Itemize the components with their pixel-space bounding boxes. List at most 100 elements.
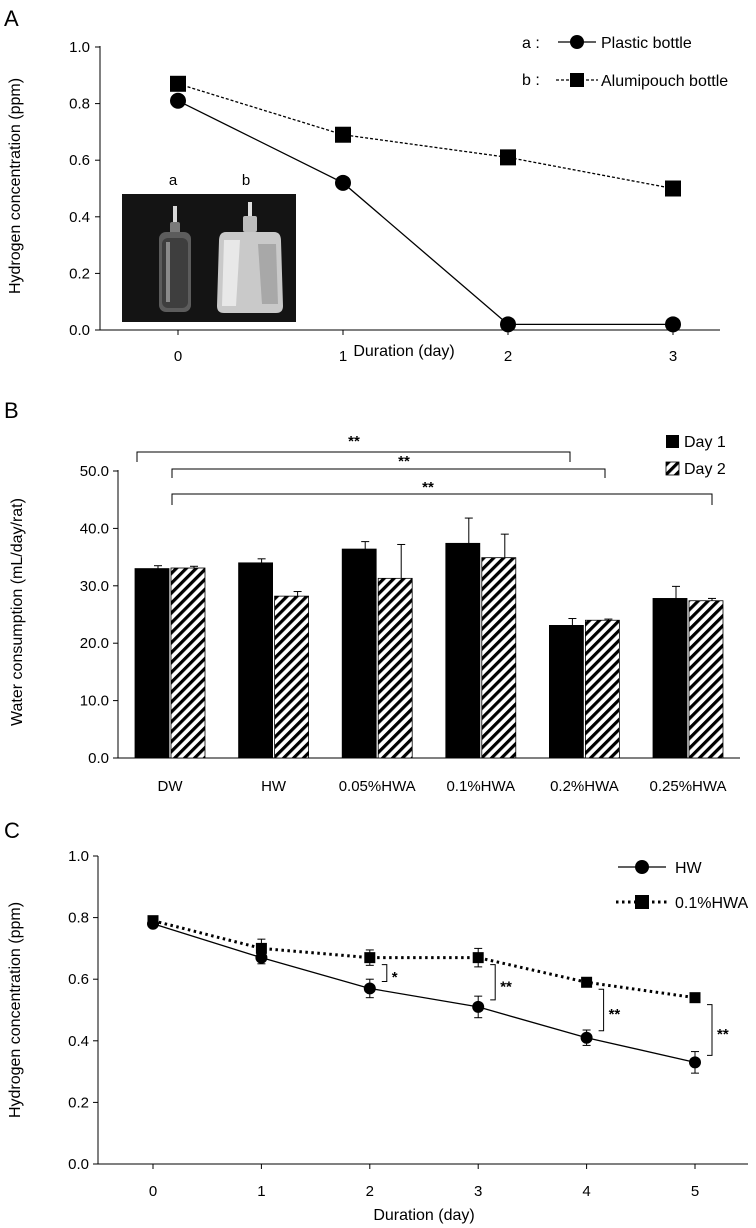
legend-label-hw: HW: [675, 860, 703, 877]
chart-c-ytick-label: 0.4: [68, 1033, 89, 1050]
chart-b-bar-day1: [445, 542, 481, 759]
panel-label-c: C: [4, 818, 20, 843]
chart-c-point-hwa: [581, 976, 593, 988]
chart-b-category-label: 0.2%HWA: [550, 778, 619, 795]
chart-a-point-plastic: [170, 92, 186, 109]
chart-a-point-plastic: [335, 174, 351, 191]
chart-a-series-line-alumipouch: [177, 83, 674, 190]
chart-b-bar-day2: [170, 567, 206, 759]
chart-c-ytick-label: 0.2: [68, 1094, 89, 1111]
legend-label-hwa: 0.1%HWA: [675, 895, 749, 912]
chart-a-point-alumipouch: [500, 149, 516, 166]
chart-c-sig-bracket: [490, 964, 496, 1001]
chart-c-series-line-hwa: [152, 919, 696, 1000]
chart-c-xtick-label: 3: [474, 1183, 482, 1200]
chart-c-ytick-label: 0.0: [68, 1156, 89, 1173]
chart-b-ytick-label: 10.0: [80, 693, 109, 710]
chart-a-ytick-label: 1.0: [69, 39, 90, 56]
chart-c-xlabel: Duration (day): [373, 1207, 474, 1224]
chart-a-xtick-label: 2: [504, 348, 512, 365]
legend-prefix-alumipouch: b :: [522, 72, 540, 89]
chart-c-sig-label: **: [500, 978, 512, 995]
sig-bracket-dw-02hwa-day2: [171, 468, 606, 478]
chart-a-point-alumipouch: [335, 126, 351, 143]
chart-c-xtick-label: 1: [257, 1183, 265, 1200]
chart-b-bar-day2: [274, 595, 310, 759]
legend-prefix-plastic: a :: [522, 35, 540, 52]
chart-c-point-hwa: [472, 952, 484, 964]
chart-a-point-alumipouch: [665, 180, 681, 197]
panel-label-b: B: [4, 398, 19, 423]
chart-b-category-label: 0.25%HWA: [650, 778, 727, 795]
chart-a-ytick-label: 0.6: [69, 152, 90, 169]
chart-b-ytick-label: 0.0: [88, 750, 109, 767]
chart-b-bar-day1: [549, 625, 584, 759]
chart-b-category-label: DW: [158, 778, 184, 795]
chart-b-significance: ** ** **: [136, 433, 713, 505]
chart-a-xtick-label: 1: [339, 348, 347, 365]
chart-c-point-hw: [472, 1000, 485, 1013]
chart-b-bar-day1: [652, 598, 688, 759]
chart-c-xtick-label: 4: [582, 1183, 590, 1200]
chart-c-point-hw: [689, 1056, 701, 1069]
chart-c-point-hwa: [689, 992, 701, 1004]
chart-a-ytick-label: 0.4: [69, 209, 90, 226]
chart-b-ytick-label: 40.0: [80, 520, 109, 537]
chart-c-xtick-label: 2: [366, 1183, 374, 1200]
chart-c-legend: HW 0.1%HWA: [616, 860, 749, 912]
panel-label-a: A: [4, 6, 19, 31]
chart-c-ytick-label: 0.6: [68, 971, 89, 988]
legend-swatch-day2: [665, 461, 680, 476]
alumipouch-bottle-image: [217, 202, 283, 313]
chart-c-point-hwa: [364, 952, 376, 964]
chart-a-series-line-plastic: [177, 100, 673, 325]
chart-b-ytick-label: 50.0: [80, 463, 109, 480]
chart-b-category-label: 0.05%HWA: [339, 778, 416, 795]
chart-c-ytick-label: 0.8: [68, 910, 89, 927]
chart-c-sig-bracket: [598, 988, 605, 1032]
photo-label-a: a: [169, 172, 178, 189]
legend-label-day1: Day 1: [684, 434, 726, 451]
sig-label-3: **: [422, 479, 434, 496]
legend-marker-hw: [635, 860, 649, 874]
chart-a: 0.0 0.2 0.4 0.6 0.8 1.0 0 1 2 3 Duration (day) H…: [7, 35, 728, 365]
chart-c-ylabel: Hydrogen concentration (ppm): [7, 902, 24, 1118]
chart-a-point-alumipouch: [170, 75, 186, 92]
legend-label-plastic: Plastic bottle: [601, 35, 692, 52]
chart-a-ylabel: Hydrogen concentration (ppm): [7, 78, 24, 294]
chart-b-bar-day2: [481, 557, 517, 759]
chart-c-sig-label: **: [717, 1026, 729, 1043]
chart-b-bar-day2: [585, 619, 620, 759]
chart-b: 0.0 10.0 20.0 30.0 40.0 50.0 DW HW 0.05%HWA 0.1%…: [9, 433, 740, 795]
chart-c-xtick-label: 5: [691, 1183, 699, 1200]
chart-b-category-label: HW: [261, 778, 287, 795]
chart-a-point-plastic: [500, 316, 516, 333]
sig-bracket-dw-02hwa-day1: [136, 451, 571, 462]
chart-c-point-hw: [363, 982, 376, 995]
legend-label-day2: Day 2: [684, 461, 726, 478]
legend-label-alumipouch: Alumipouch bottle: [601, 73, 728, 90]
sig-bracket-dw-025hwa: [171, 493, 713, 505]
chart-a-ytick-label: 0.2: [69, 265, 90, 282]
chart-c-sig-label: **: [609, 1006, 621, 1023]
photo-label-b: b: [242, 172, 250, 189]
chart-c-sig-bracket: [707, 1004, 713, 1056]
chart-b-ytick-label: 20.0: [80, 635, 109, 652]
chart-b-ylabel: Water consumption (mL/day/rat): [9, 498, 26, 726]
plastic-bottle-image: [159, 206, 191, 312]
chart-b-category-label: 0.1%HWA: [446, 778, 515, 795]
chart-b-bar-day1: [238, 562, 274, 759]
chart-c-ytick-label: 1.0: [68, 848, 89, 865]
chart-c-sig-label: *: [392, 969, 398, 986]
chart-a-point-plastic: [665, 316, 681, 333]
chart-b-ytick-label: 30.0: [80, 578, 109, 595]
chart-b-bar-day2: [688, 600, 724, 759]
chart-c-xtick-label: 0: [149, 1183, 157, 1200]
chart-b-legend: Day 1 Day 2: [665, 434, 726, 478]
chart-a-xlabel: Duration (day): [353, 343, 454, 360]
chart-c-sig-bracket: [381, 964, 388, 982]
chart-b-bar-day2: [377, 577, 413, 759]
legend-swatch-day1: [666, 435, 679, 448]
legend-marker-plastic: [570, 35, 584, 49]
